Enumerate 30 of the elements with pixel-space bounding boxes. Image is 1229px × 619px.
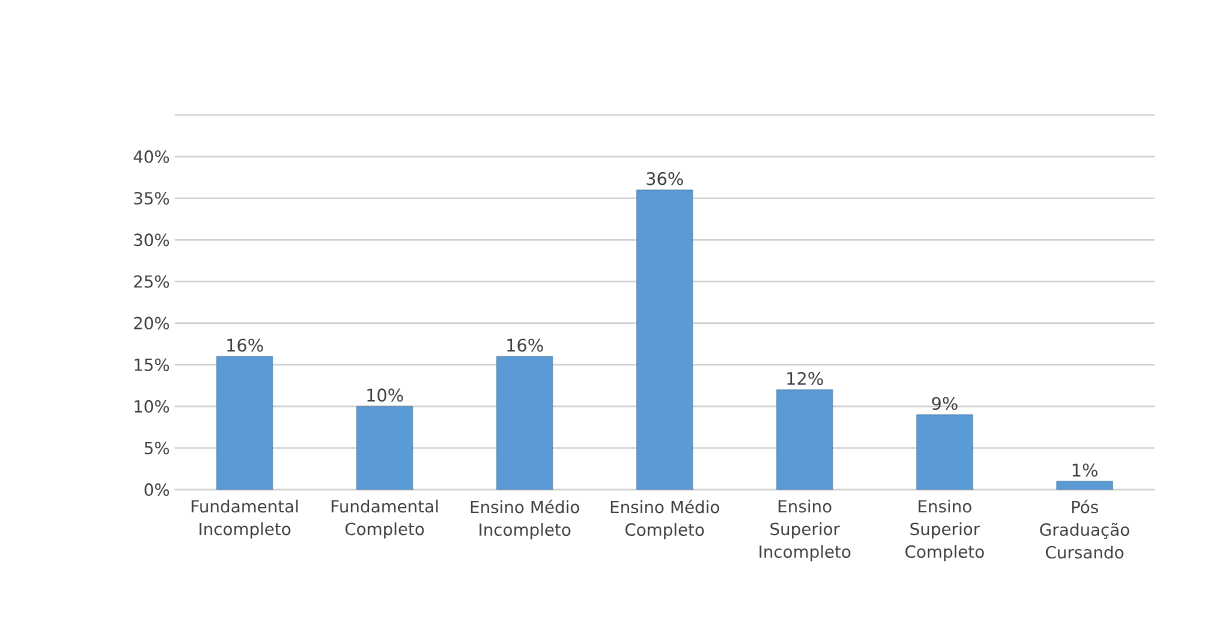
y-tick-label: 30% xyxy=(134,233,170,247)
data-label: 12% xyxy=(787,371,823,386)
bar xyxy=(496,356,553,490)
x-tick-label: Pós Graduação Cursando xyxy=(1040,499,1130,559)
x-tick-label: Ensino Médio Completo xyxy=(610,499,720,540)
y-tick-label: 15% xyxy=(134,358,170,372)
y-tick-label: 35% xyxy=(134,191,170,205)
y-tick-label: 10% xyxy=(134,400,170,413)
bar xyxy=(356,406,413,490)
data-label: 36% xyxy=(646,172,683,186)
y-tick-label: 20% xyxy=(134,316,170,330)
x-tick-label: Ensino Superior Incompleto xyxy=(759,499,851,562)
x-tick-label: Fundamental Completo xyxy=(331,499,438,539)
y-tick-label: 25% xyxy=(134,275,170,288)
y-tick-label: 40% xyxy=(133,150,170,163)
y-tick-label: 0% xyxy=(144,483,170,496)
bar xyxy=(216,356,273,490)
x-tick-label: Fundamental Incompleto xyxy=(191,499,298,539)
y-tick-label: 5% xyxy=(144,441,170,455)
data-label: 9% xyxy=(932,396,958,411)
data-label: 16% xyxy=(227,338,263,352)
bar xyxy=(636,189,693,490)
bar xyxy=(1056,481,1113,490)
data-label: 16% xyxy=(507,338,543,352)
data-label: 1% xyxy=(1072,463,1098,477)
bar xyxy=(776,389,833,490)
x-tick-label: Ensino Superior Completo xyxy=(905,499,984,562)
data-label: 10% xyxy=(367,388,403,402)
bar xyxy=(916,414,973,490)
x-tick-label: Ensino Médio Incompleto xyxy=(470,499,580,540)
